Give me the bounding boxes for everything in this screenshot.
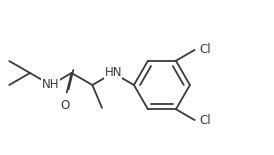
Text: O: O bbox=[61, 99, 70, 112]
Text: NH: NH bbox=[42, 78, 59, 91]
Text: Cl: Cl bbox=[200, 43, 211, 56]
Text: HN: HN bbox=[104, 66, 122, 78]
Text: Cl: Cl bbox=[200, 114, 211, 126]
